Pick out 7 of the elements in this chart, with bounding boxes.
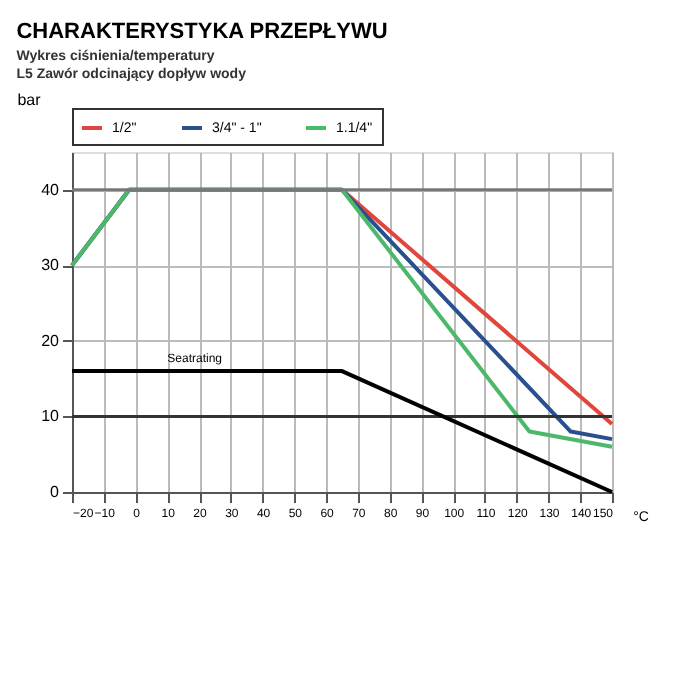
y-tick-label: 0	[50, 483, 61, 501]
chart-title: CHARAKTERYSTYKA PRZEPŁYWU	[16, 20, 388, 44]
y-axis-title: bar	[17, 91, 42, 109]
y-tick-label: 30	[41, 256, 61, 275]
y-tick-label: 20	[41, 331, 61, 350]
y-tick-label: 10	[41, 407, 61, 426]
y-tick-label: 40	[41, 180, 61, 199]
